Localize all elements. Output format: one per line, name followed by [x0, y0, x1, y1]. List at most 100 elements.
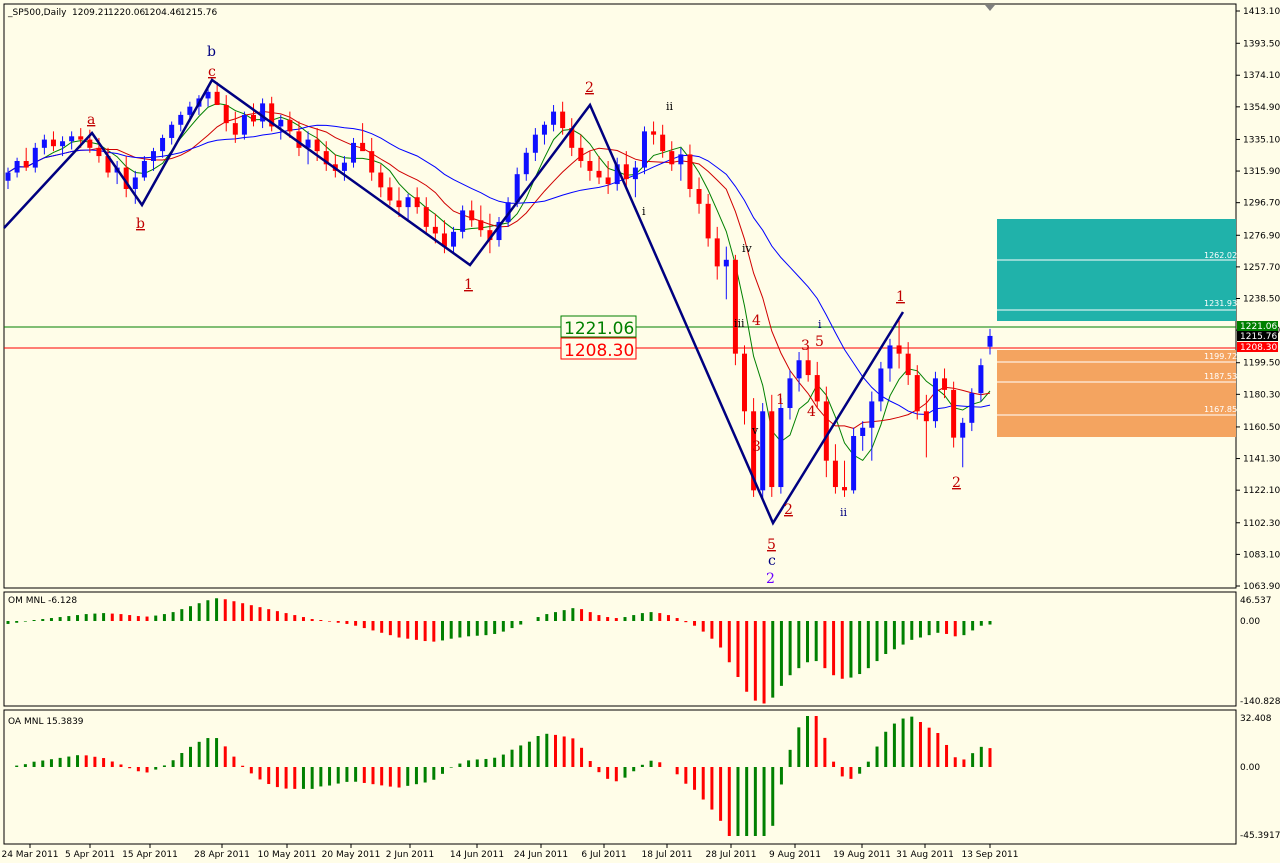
candle-body[interactable] [132, 177, 138, 189]
candle-body[interactable] [14, 161, 20, 173]
candle-body[interactable] [860, 427, 866, 436]
candle-body[interactable] [869, 401, 875, 428]
candle-body[interactable] [514, 174, 520, 203]
candle-body[interactable] [742, 353, 747, 412]
candle-body[interactable] [605, 177, 611, 185]
candle-body[interactable] [387, 187, 393, 201]
candle-body[interactable] [551, 111, 557, 125]
candle-body[interactable] [705, 203, 711, 239]
candle-body[interactable] [451, 231, 457, 247]
candle-body[interactable] [32, 147, 38, 168]
candle-body[interactable] [123, 167, 129, 189]
candle-body[interactable] [232, 123, 238, 135]
candle-body[interactable] [732, 259, 738, 354]
candle-body[interactable] [623, 164, 629, 180]
candle-body[interactable] [814, 375, 820, 402]
candle-body[interactable] [887, 345, 893, 369]
candle-body[interactable] [432, 226, 438, 234]
candle-body[interactable] [978, 365, 984, 394]
candle-body[interactable] [796, 360, 802, 379]
candle-body[interactable] [405, 197, 411, 208]
candle-body[interactable] [541, 124, 547, 135]
candle-body[interactable] [832, 460, 838, 488]
candle-body[interactable] [5, 172, 11, 181]
candle-body[interactable] [505, 202, 511, 222]
candle-body[interactable] [441, 233, 447, 247]
candle-body[interactable] [78, 136, 84, 140]
candle-body[interactable] [360, 142, 366, 152]
candle-body[interactable] [251, 114, 256, 122]
candle-body[interactable] [41, 139, 47, 148]
candle-body[interactable] [60, 141, 66, 147]
candle-body[interactable] [769, 411, 775, 488]
scroll-marker-icon[interactable] [985, 5, 995, 11]
candle-body[interactable] [187, 106, 193, 115]
candle-body[interactable] [423, 207, 429, 227]
candle-body[interactable] [296, 131, 302, 148]
candle-body[interactable] [660, 134, 666, 152]
candle-body[interactable] [105, 156, 111, 173]
candle-body[interactable] [823, 401, 829, 461]
candle-body[interactable] [96, 147, 102, 157]
candle-body[interactable] [50, 139, 56, 147]
candle-body[interactable] [578, 147, 584, 162]
candle-body[interactable] [351, 142, 357, 163]
candle-body[interactable] [687, 154, 693, 189]
candle-body[interactable] [178, 114, 184, 125]
candle-body[interactable] [587, 161, 593, 171]
candle-body[interactable] [851, 435, 857, 491]
candle-body[interactable] [842, 487, 848, 491]
candle-body[interactable] [260, 103, 266, 122]
candle-body[interactable] [323, 151, 329, 165]
candle-body[interactable] [460, 210, 466, 232]
candle-body[interactable] [369, 151, 375, 173]
candle-body[interactable] [23, 161, 29, 168]
candle-body[interactable] [223, 105, 229, 124]
candle-body[interactable] [778, 408, 784, 488]
candle-body[interactable] [614, 164, 620, 185]
candle-body[interactable] [469, 210, 475, 221]
candle-body[interactable] [314, 139, 320, 152]
candle-body[interactable] [341, 162, 347, 171]
candle-body[interactable] [951, 389, 957, 438]
candle-body[interactable] [723, 259, 729, 267]
candle-body[interactable] [960, 422, 966, 438]
candle-body[interactable] [914, 375, 920, 412]
candle-body[interactable] [896, 345, 902, 354]
candle-body[interactable] [942, 378, 948, 390]
candle-body[interactable] [269, 103, 275, 127]
candle-body[interactable] [969, 393, 975, 423]
candle-body[interactable] [932, 378, 938, 422]
candle-body[interactable] [905, 353, 911, 376]
candle-body[interactable] [651, 131, 657, 135]
candle-body[interactable] [169, 124, 175, 138]
candle-body[interactable] [487, 230, 493, 241]
candle-body[interactable] [532, 134, 538, 153]
candle-body[interactable] [414, 197, 420, 208]
candle-body[interactable] [678, 154, 684, 165]
candle-body[interactable] [396, 200, 402, 208]
candle-body[interactable] [305, 139, 311, 148]
candle-body[interactable] [69, 136, 75, 142]
candle-body[interactable] [141, 161, 147, 178]
candle-body[interactable] [714, 238, 720, 267]
candle-body[interactable] [805, 360, 811, 376]
candle-body[interactable] [760, 411, 766, 491]
candle-body[interactable] [878, 368, 884, 402]
candle-body[interactable] [214, 91, 220, 106]
candle-body[interactable] [523, 152, 529, 175]
candle-body[interactable] [569, 128, 575, 148]
candle-body[interactable] [496, 221, 502, 241]
candle-body[interactable] [150, 151, 156, 162]
candle-body[interactable] [596, 170, 602, 178]
candle-body[interactable] [560, 111, 566, 129]
candle-body[interactable] [160, 137, 166, 152]
candle-body[interactable] [378, 172, 384, 188]
candle-body[interactable] [478, 220, 484, 231]
candle-body[interactable] [751, 411, 757, 491]
candle-body[interactable] [241, 114, 247, 135]
candle-body[interactable] [641, 131, 647, 168]
candle-body[interactable] [987, 335, 993, 347]
candle-body[interactable] [696, 188, 702, 204]
candle-body[interactable] [87, 139, 93, 148]
